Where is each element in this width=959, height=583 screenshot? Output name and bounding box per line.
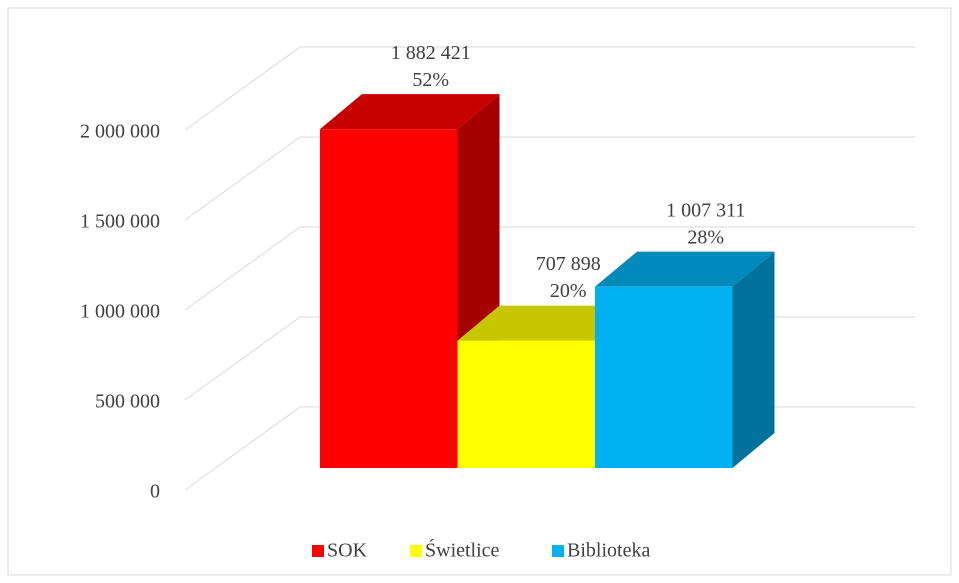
bar	[457, 340, 595, 468]
data-label-percent: 20%	[550, 280, 587, 302]
bar-top	[320, 94, 500, 130]
bar-top	[457, 305, 637, 341]
y-tick-label: 500 000	[95, 391, 160, 413]
data-label-percent: 52%	[412, 69, 449, 91]
legend-swatch	[552, 545, 564, 557]
data-label: 1 882 421	[391, 42, 471, 64]
grid-line-side	[184, 226, 301, 311]
bar-side	[732, 251, 775, 468]
legend-swatch	[410, 545, 422, 557]
data-label: 1 007 311	[666, 199, 745, 221]
grid-line-side	[184, 136, 301, 221]
grid-line-side	[184, 46, 301, 131]
data-label: 707 898	[536, 253, 601, 275]
y-tick-label: 1 500 000	[80, 211, 160, 233]
y-tick-label: 2 000 000	[80, 121, 160, 143]
legend-swatch	[312, 545, 324, 557]
legend-label: Biblioteka	[567, 540, 650, 562]
y-tick-label: 1 000 000	[80, 301, 160, 323]
bar-top	[595, 251, 775, 287]
legend-label: SOK	[327, 540, 368, 562]
grid-line-side	[184, 316, 301, 401]
bar	[320, 129, 458, 468]
bar	[595, 286, 733, 468]
grid-line-side	[184, 406, 301, 491]
legend-label: Świetlice	[425, 538, 500, 562]
y-tick-label: 0	[150, 481, 160, 503]
data-label-percent: 28%	[687, 226, 724, 248]
